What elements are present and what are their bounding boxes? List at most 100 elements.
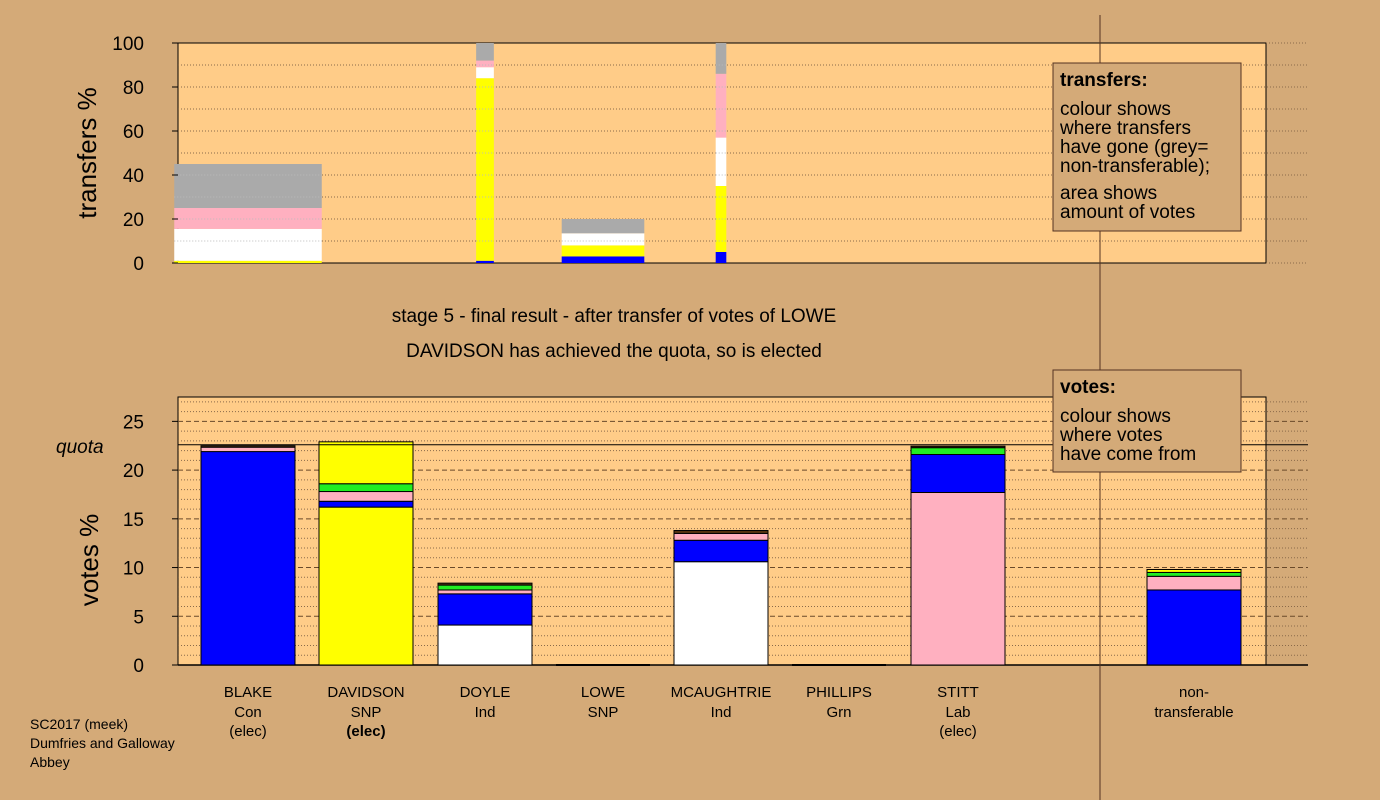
transfers-legend-title: transfers:	[1060, 70, 1148, 91]
transfers-legend: transfers: colour shows where transfers …	[1052, 62, 1242, 232]
vote-segment-ind	[673, 561, 769, 666]
transfer-segment-snp	[561, 245, 645, 257]
votes-legend-box	[1052, 369, 1242, 473]
elected-caption: DAVIDSON has achieved the quota, so is e…	[406, 341, 822, 362]
vote-segment-lab	[673, 532, 769, 541]
transfers-tick-label: 40	[123, 166, 144, 187]
votes-legend-line: have come from	[1060, 444, 1196, 465]
transfer-bar-blake	[174, 164, 322, 263]
vote-segment-other	[437, 582, 533, 586]
vote-segment-grn	[437, 584, 533, 591]
vote-bar-stitt	[910, 445, 1006, 666]
vote-segment-con	[437, 593, 533, 626]
vote-segment-con	[1146, 589, 1242, 666]
votes-tick-label: 10	[123, 559, 144, 580]
transfer-segment-lab	[476, 60, 494, 68]
vote-segment-other	[673, 530, 769, 534]
transfer-bar-doyle	[476, 43, 494, 263]
transfers-legend-line: amount of votes	[1060, 202, 1195, 223]
votes-bars	[200, 441, 1242, 666]
transfers-legend-box	[1052, 62, 1242, 232]
transfer-segment-lab	[715, 73, 727, 138]
vote-segment-grn	[910, 447, 1006, 455]
vote-segment-lab	[910, 492, 1006, 666]
vote-segment-lab	[437, 589, 533, 595]
transfers-tick-label: 100	[112, 34, 144, 55]
candidate-party: SNP	[588, 704, 619, 721]
candidate-name: MCAUGHTRIE	[671, 684, 772, 701]
vote-segment-con	[910, 453, 1006, 494]
votes-legend-title: votes:	[1060, 377, 1116, 398]
transfer-segment-ind	[715, 137, 727, 186]
footer-line: Abbey	[30, 754, 70, 770]
vote-segment-con	[673, 539, 769, 563]
transfer-segment-snp	[174, 260, 322, 263]
footer-line: Dumfries and Galloway	[30, 735, 175, 751]
transfers-tick-label: 60	[123, 122, 144, 143]
transfer-segment-lab	[174, 208, 322, 229]
vote-segment-other	[910, 445, 1006, 449]
transfers-legend-line: non-transferable);	[1060, 156, 1210, 177]
candidate-name: STITT	[937, 684, 979, 701]
candidate-party: Grn	[826, 704, 851, 721]
transfer-segment-ind	[174, 228, 322, 261]
transfer-segment-con	[476, 260, 494, 263]
vote-bar-mcaughtrie	[673, 530, 769, 666]
transfer-segment-snp	[715, 186, 727, 252]
candidate-party: SNP	[351, 704, 382, 721]
non-transferable-label: transferable	[1154, 704, 1233, 721]
vote-bar-non-transferable	[1146, 568, 1242, 666]
candidate-name: PHILLIPS	[806, 684, 872, 701]
vote-bar-doyle	[437, 582, 533, 666]
transfer-segment-ind	[476, 67, 494, 79]
candidate-name: DOYLE	[460, 684, 511, 701]
votes-axis-title: votes %	[74, 514, 104, 607]
candidate-status: (elec)	[346, 723, 385, 740]
vote-segment-snp	[1146, 568, 1242, 573]
votes-tick-label: 25	[123, 412, 144, 433]
transfers-tick-label: 80	[123, 78, 144, 99]
transfers-legend-line: area shows	[1060, 183, 1157, 204]
candidate-name: DAVIDSON	[327, 684, 404, 701]
vote-segment-lab	[318, 491, 414, 502]
vote-bar-davidson	[318, 441, 414, 666]
vote-segment-con	[200, 451, 296, 666]
transfer-segment-con	[715, 252, 727, 263]
votes-legend: votes: colour shows where votes have com…	[1052, 369, 1242, 473]
footer-line: SC2017 (meek)	[30, 716, 128, 732]
votes-tick-label: 0	[133, 656, 144, 677]
vote-segment-con	[318, 500, 414, 508]
candidate-party: Con	[234, 704, 262, 721]
vote-segment-lab	[1146, 575, 1242, 591]
vote-segment-snp	[318, 506, 414, 666]
candidate-party: Lab	[945, 704, 970, 721]
transfers-tick-label: 20	[123, 210, 144, 231]
transfer-segment-non_transferable	[561, 219, 645, 234]
votes-y-ticks: 0 5 10 15 20 25	[123, 412, 178, 677]
transfers-legend-line: where transfers	[1059, 118, 1191, 139]
non-transferable-label: non-	[1179, 684, 1209, 701]
transfers-bars	[174, 43, 727, 263]
candidate-party: Ind	[475, 704, 496, 721]
transfers-legend-line: have gone (grey=	[1060, 137, 1208, 158]
votes-legend-line: where votes	[1059, 425, 1162, 446]
transfer-segment-ind	[561, 233, 645, 246]
vote-bar-blake	[200, 445, 296, 666]
transfer-bar-lowe	[561, 219, 645, 263]
transfers-axis-title: transfers %	[72, 87, 102, 219]
transfer-bar-mcaughtrie	[715, 43, 727, 263]
candidate-status: (elec)	[229, 723, 267, 740]
votes-tick-label: 20	[123, 461, 144, 482]
quota-label: quota	[56, 437, 104, 458]
transfer-segment-non_transferable	[476, 43, 494, 61]
transfers-y-ticks: 0 20 40 60 80 100	[112, 34, 178, 275]
transfer-segment-non_transferable	[174, 164, 322, 208]
transfers-legend-line: colour shows	[1060, 99, 1171, 120]
vote-segment-grn	[318, 483, 414, 493]
vote-segment-snp	[318, 441, 414, 485]
transfers-tick-label: 0	[133, 254, 144, 275]
transfers-grid	[178, 42, 1308, 264]
vote-segment-ind	[437, 624, 533, 666]
votes-tick-label: 15	[123, 510, 144, 531]
